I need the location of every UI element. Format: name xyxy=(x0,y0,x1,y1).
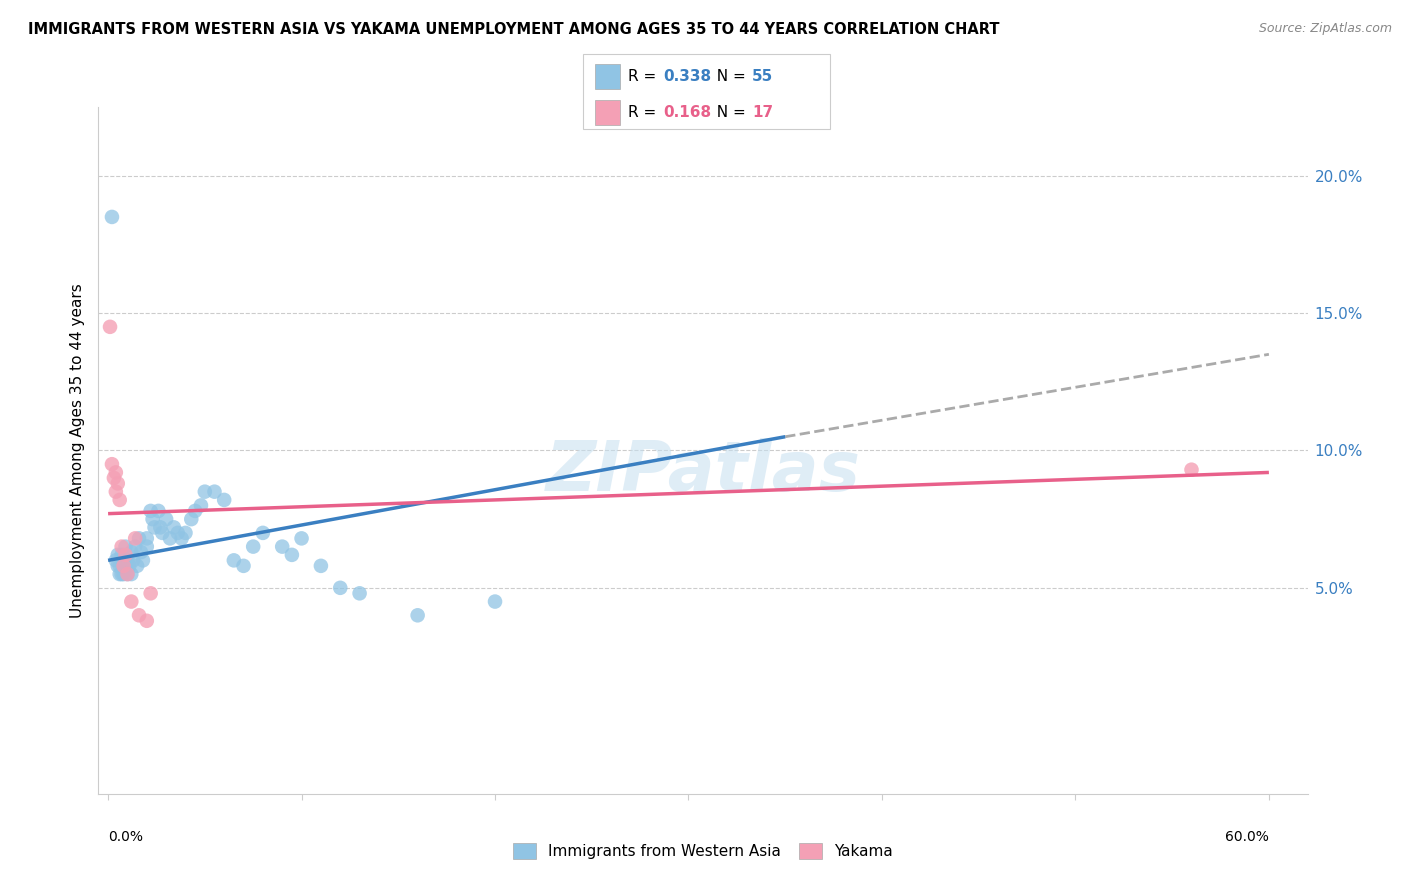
Point xyxy=(155,512,177,526)
Point xyxy=(108,567,131,582)
Text: Source: ZipAtlas.com: Source: ZipAtlas.com xyxy=(1258,22,1392,36)
Point xyxy=(142,512,165,526)
Text: IMMIGRANTS FROM WESTERN ASIA VS YAKAMA UNEMPLOYMENT AMONG AGES 35 TO 44 YEARS CO: IMMIGRANTS FROM WESTERN ASIA VS YAKAMA U… xyxy=(28,22,1000,37)
Point xyxy=(212,492,235,507)
Text: 0.168: 0.168 xyxy=(664,105,711,120)
Text: 17: 17 xyxy=(752,105,773,120)
Text: 0.0%: 0.0% xyxy=(108,830,143,844)
Point xyxy=(114,558,136,573)
Point xyxy=(112,553,135,567)
Point xyxy=(98,319,121,334)
Point xyxy=(117,567,139,582)
Point xyxy=(329,581,352,595)
Point xyxy=(107,548,129,562)
Text: 55: 55 xyxy=(752,70,773,84)
Point xyxy=(104,553,127,567)
Text: R =: R = xyxy=(628,70,662,84)
Point xyxy=(117,553,139,567)
Text: N =: N = xyxy=(707,70,751,84)
Point xyxy=(204,484,226,499)
Point xyxy=(128,532,150,546)
Point xyxy=(148,504,170,518)
Text: R =: R = xyxy=(628,105,662,120)
Point xyxy=(170,532,193,546)
Point xyxy=(129,545,152,559)
Point xyxy=(120,567,142,582)
Point xyxy=(108,492,131,507)
Point xyxy=(118,558,141,573)
Point xyxy=(117,567,139,582)
Point xyxy=(406,608,429,623)
Point xyxy=(194,484,217,499)
Point xyxy=(111,567,134,582)
Point xyxy=(349,586,371,600)
Point xyxy=(104,466,127,480)
Point xyxy=(184,504,207,518)
Point xyxy=(103,471,125,485)
Point xyxy=(163,520,186,534)
Point xyxy=(232,558,254,573)
Point xyxy=(107,476,129,491)
Point xyxy=(111,548,134,562)
Point xyxy=(166,525,188,540)
Point xyxy=(135,540,157,554)
Point xyxy=(159,532,181,546)
Point xyxy=(150,525,173,540)
Point xyxy=(127,558,149,573)
Point xyxy=(252,525,274,540)
Legend: Immigrants from Western Asia, Yakama: Immigrants from Western Asia, Yakama xyxy=(506,837,900,865)
Point xyxy=(139,586,162,600)
Point xyxy=(180,512,202,526)
Point xyxy=(135,614,157,628)
Point xyxy=(139,504,162,518)
Point xyxy=(484,594,506,608)
Text: N =: N = xyxy=(707,105,751,120)
Point xyxy=(143,520,166,534)
Point xyxy=(112,558,135,573)
Y-axis label: Unemployment Among Ages 35 to 44 years: Unemployment Among Ages 35 to 44 years xyxy=(69,283,84,618)
Point xyxy=(242,540,264,554)
Point xyxy=(290,532,312,546)
Point xyxy=(114,548,136,562)
Text: ZIPatlas: ZIPatlas xyxy=(546,438,860,505)
Point xyxy=(122,553,145,567)
Point xyxy=(128,608,150,623)
Point xyxy=(120,594,142,608)
Point xyxy=(101,457,124,471)
Point xyxy=(222,553,245,567)
Point xyxy=(101,210,124,224)
Point xyxy=(108,558,131,573)
Point xyxy=(124,540,146,554)
Point xyxy=(149,520,172,534)
Point xyxy=(120,545,142,559)
Point xyxy=(1180,463,1202,477)
Point xyxy=(135,532,157,546)
Point xyxy=(104,484,127,499)
Text: 0.338: 0.338 xyxy=(664,70,711,84)
Point xyxy=(132,553,155,567)
Point xyxy=(190,499,212,513)
Point xyxy=(114,540,136,554)
Point xyxy=(112,567,135,582)
Point xyxy=(174,525,197,540)
Point xyxy=(271,540,294,554)
Point xyxy=(281,548,304,562)
Point xyxy=(107,558,129,573)
Point xyxy=(124,532,146,546)
Point xyxy=(309,558,332,573)
Point xyxy=(111,540,134,554)
Text: 60.0%: 60.0% xyxy=(1225,830,1268,844)
